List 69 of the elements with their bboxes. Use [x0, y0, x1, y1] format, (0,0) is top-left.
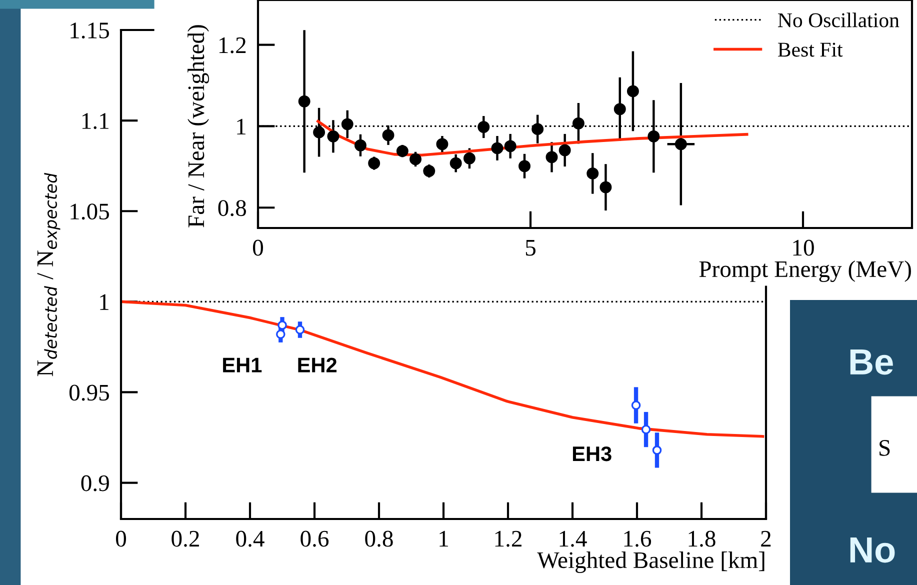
point [396, 145, 408, 158]
point [652, 446, 662, 455]
x-tick-label: 0.2 [172, 530, 199, 547]
x-tick-label: 0.8 [365, 530, 393, 547]
point [354, 139, 366, 152]
annotation: EH2 [298, 358, 337, 372]
point [674, 138, 687, 150]
x-tick-label: 1.2 [495, 530, 522, 547]
line-series [121, 300, 764, 438]
point [436, 138, 448, 150]
point [518, 160, 530, 172]
point [586, 167, 599, 180]
point [368, 157, 380, 170]
x-tick-label: 1.4 [560, 530, 587, 547]
x-tick-label: 0 [252, 240, 264, 256]
point [423, 165, 436, 177]
x-axis-title: Prompt Energy (MeV) [699, 260, 911, 282]
text: S [880, 440, 890, 456]
x-tick-label: 0.4 [236, 530, 264, 547]
point [478, 121, 490, 134]
text: Be [850, 349, 893, 375]
point [276, 330, 286, 339]
x-tick-label: 0 [116, 530, 126, 547]
point [463, 152, 476, 164]
point [327, 130, 340, 142]
legend-label: Best Fit [778, 42, 843, 57]
x-tick-label: 1.8 [688, 530, 716, 547]
point [313, 126, 326, 138]
y-tick-label: 1.2 [219, 37, 246, 54]
y-tick-label: 0.8 [218, 200, 246, 216]
y-tick-label: 1 [237, 118, 246, 134]
x-tick-label: 5 [526, 240, 536, 256]
point [295, 325, 305, 334]
point [546, 151, 558, 164]
y-tick-label: 1.1 [82, 113, 108, 130]
y-axis-title: N$_{detected}$ / N$_{expected}$ [37, 172, 60, 376]
point [491, 142, 504, 154]
point [298, 95, 310, 108]
point [504, 140, 516, 152]
point [614, 103, 626, 116]
x-tick-label: 0.6 [300, 530, 329, 547]
y-tick-label: 0.95 [69, 384, 109, 401]
point [410, 153, 422, 166]
y-tick-label: 1.05 [70, 204, 109, 220]
point [532, 123, 544, 136]
point [631, 400, 641, 410]
annotation: EH1 [223, 358, 262, 372]
x-axis-title: Weighted Baseline [km] [537, 552, 764, 573]
x-tick-label: 1 [440, 530, 448, 546]
point [341, 118, 354, 130]
x-tick-label: 1.6 [624, 530, 652, 547]
point [450, 157, 462, 170]
legend-label: No Oscillation [778, 12, 900, 28]
annotation: EH3 [572, 446, 612, 462]
x-tick-label: 10 [793, 240, 814, 256]
point [278, 320, 287, 330]
y-tick-label: 1 [100, 294, 108, 310]
point [558, 144, 571, 156]
x-tick-label: 2 [761, 530, 771, 546]
text: No [850, 537, 895, 563]
point [641, 424, 651, 434]
point [382, 129, 394, 142]
point [572, 117, 584, 130]
point [600, 181, 612, 194]
y-tick-label: 1.15 [70, 22, 109, 39]
point [648, 130, 660, 142]
y-tick-label: 0.9 [81, 475, 109, 492]
y-axis-title: Far / Near (weighted) [188, 25, 210, 228]
point [626, 85, 639, 98]
